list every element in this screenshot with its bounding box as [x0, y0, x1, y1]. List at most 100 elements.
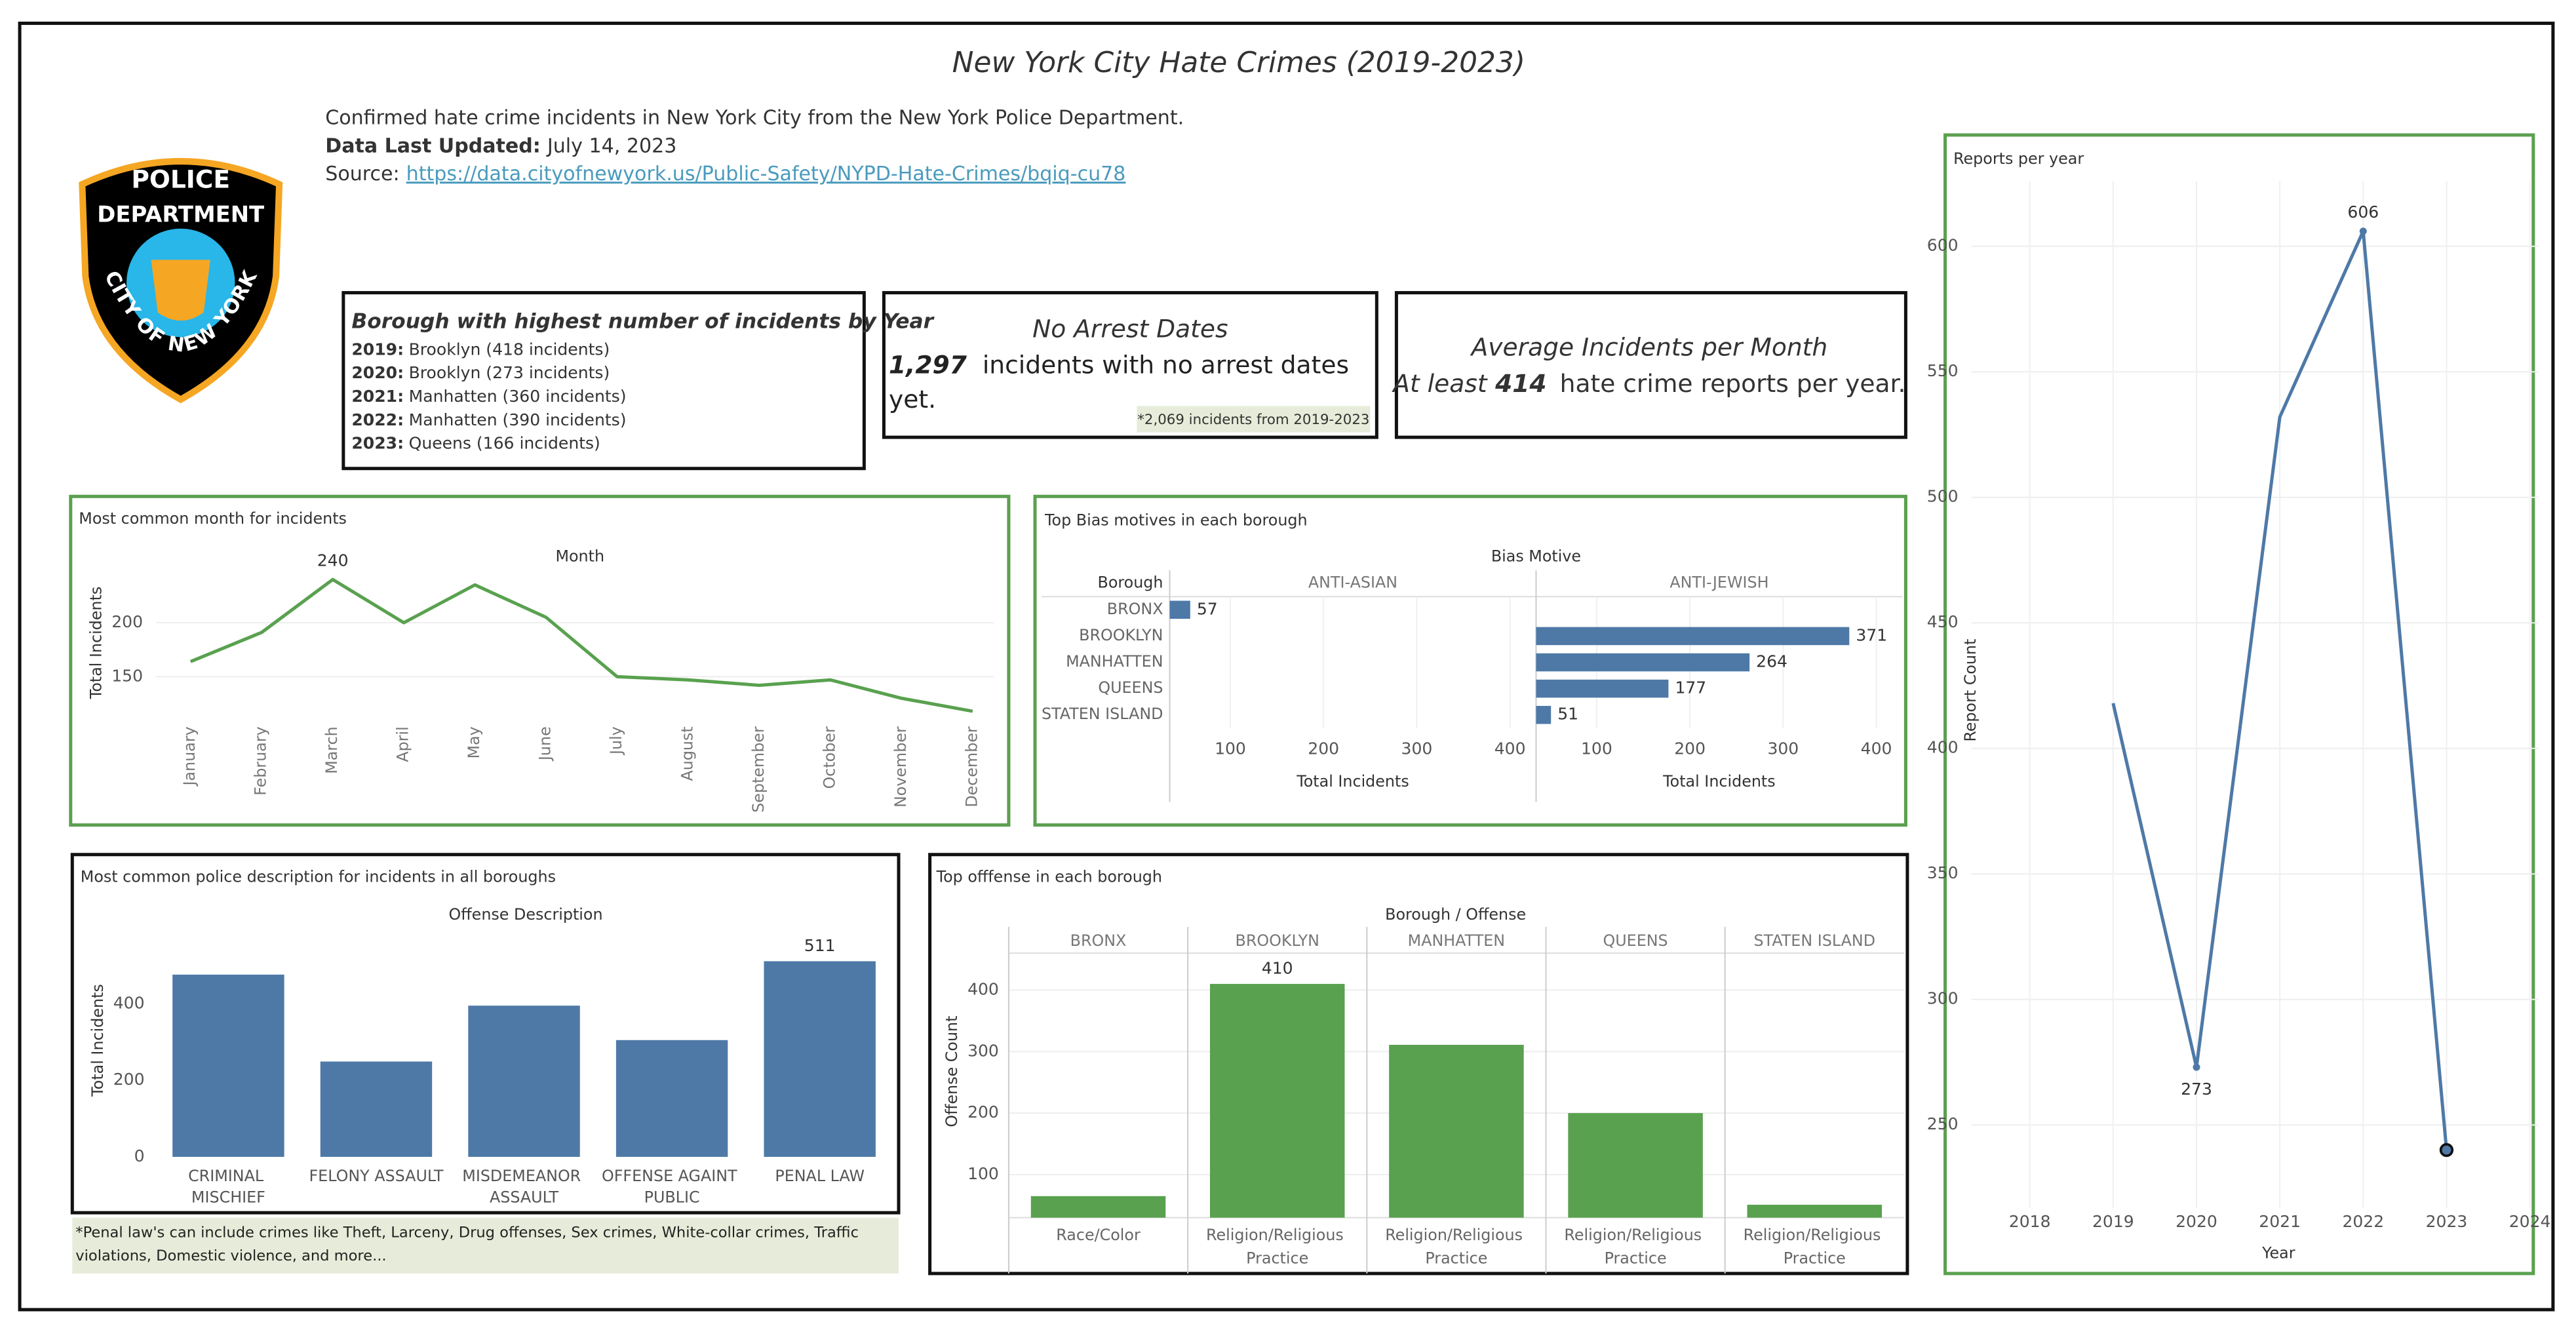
x-axis-label: Total Incidents: [1662, 772, 1776, 791]
borough-row-year: 2019:: [351, 340, 404, 359]
x-tick-label: September: [749, 726, 768, 813]
facet-label: MANHATTEN: [1408, 931, 1505, 950]
y-tick-label: 500: [1927, 487, 1959, 506]
borough-box-title: Borough with highest number of incidents…: [351, 310, 935, 334]
borough-row-year: 2020:: [351, 363, 404, 382]
description: Confirmed hate crime incidents in New Yo…: [325, 106, 1184, 129]
penal-note-box: *Penal law's can include crimes like The…: [75, 1226, 859, 1266]
row-header: Borough: [1098, 574, 1163, 592]
data-label: 57: [1197, 599, 1218, 618]
x-tick-label: CRIMINAL MISCHIEF: [188, 1166, 269, 1206]
offense-label: Religion/Religious Practice: [1564, 1226, 1706, 1267]
x-tick-label: May: [465, 726, 483, 758]
panel-frame: [70, 853, 901, 1215]
row-label: BROOKLYN: [1079, 626, 1163, 644]
kpi-note-bg: [1137, 406, 1371, 433]
penal-note: *Penal law's can include crimes like The…: [75, 1226, 859, 1266]
y-tick-label: 400: [113, 993, 145, 1012]
kpi-note: *2,069 incidents from 2019-2023: [1137, 412, 1369, 428]
x-tick-label: June: [536, 726, 555, 762]
bar: [468, 1006, 580, 1157]
kpi-description: hate crime reports per year.: [1560, 368, 1906, 397]
y-tick-label: 550: [1927, 361, 1959, 380]
x-tick-label: 400: [1861, 739, 1892, 758]
panel-frame: [1033, 494, 1907, 827]
bar: [1536, 627, 1850, 646]
offense-label: Religion/Religious Practice: [1744, 1226, 1886, 1267]
panel-frame: [1943, 133, 2535, 1276]
kpi-value: 414: [1494, 368, 1546, 397]
line-series: [189, 577, 973, 713]
borough-row: 2021: Manhatten (360 incidents): [351, 387, 626, 406]
bar: [320, 1061, 433, 1157]
borough-box: [342, 291, 866, 471]
y-axis-label: Offense Count: [943, 1016, 961, 1127]
kpi-box: [882, 291, 1378, 439]
y-tick-label: 100: [967, 1164, 999, 1183]
line-series: [2111, 229, 2448, 1150]
source-label: Source:: [325, 163, 399, 186]
facet-header: Borough / Offense: [1385, 905, 1526, 924]
borough-row: 2023: Queens (166 incidents): [351, 434, 600, 453]
y-axis-label: Total Incidents: [87, 587, 105, 700]
x-tick-label: MISDEMEANOR ASSAULT: [462, 1166, 585, 1206]
y-tick-label: 300: [967, 1041, 999, 1060]
borough-row: 2020: Brooklyn (273 incidents): [351, 363, 610, 382]
borough-row-year: 2022:: [351, 410, 404, 429]
penal-note-bg: [72, 1217, 899, 1274]
y-tick-label: 200: [113, 1070, 145, 1089]
data-point: [2359, 227, 2367, 235]
source-link[interactable]: https://data.cityofnewyork.us/Public-Saf…: [406, 163, 1126, 186]
y-tick-label: 600: [1927, 236, 1959, 255]
offense-label: Religion/Religious Practice: [1385, 1226, 1527, 1267]
dashboard-title: New York City Hate Crimes (2019-2023): [952, 46, 1525, 79]
y-axis-label: Report Count: [1961, 639, 1980, 742]
facet-label: QUEENS: [1603, 931, 1668, 950]
chart-title: Reports per year: [1953, 149, 2084, 168]
bar: [172, 974, 284, 1157]
borough-row-text: Manhatten (360 incidents): [409, 387, 627, 406]
chart-title: Top offfense in each borough: [936, 867, 1162, 886]
data-label: 240: [317, 551, 349, 570]
bar: [1389, 1044, 1524, 1218]
borough-row-year: 2021:: [351, 387, 404, 406]
x-tick-label: FELONY ASSAULT: [309, 1166, 443, 1184]
y-tick-label: 450: [1927, 612, 1959, 631]
panel-frame: [69, 494, 1011, 827]
kpi-description: incidents with no arrest dates yet.: [888, 350, 1350, 415]
updated-line: Data Last Updated: July 14, 2023: [325, 134, 676, 157]
y-tick-label: 400: [1927, 738, 1959, 757]
data-label: 264: [1756, 652, 1787, 671]
data-label: 606: [2347, 203, 2379, 222]
offense-label: Race/Color: [1056, 1226, 1141, 1244]
x-tick-label: 300: [1401, 739, 1433, 758]
kpi-prefix: At least: [1392, 368, 1488, 397]
facet-label: BRONX: [1070, 931, 1127, 950]
bar: [1568, 1113, 1703, 1218]
y-tick-label: 150: [111, 666, 143, 685]
facet-label: ANTI-JEWISH: [1669, 574, 1768, 592]
x-tick-label: 100: [1215, 739, 1246, 758]
bar: [1030, 1196, 1166, 1218]
x-tick-label: 2019: [2092, 1212, 2134, 1231]
facet-header: Bias Motive: [1491, 547, 1581, 566]
kpi-line: At least 414 hate crime reports per year.: [1392, 368, 1905, 397]
borough-row-text: Brooklyn (273 incidents): [409, 363, 610, 382]
borough-row-text: Manhatten (390 incidents): [409, 410, 627, 429]
y-tick-label: 200: [111, 612, 143, 631]
kpi-text: 1,297 incidents with no arrest dates yet…: [889, 349, 1372, 418]
borough-row: 2019: Brooklyn (418 incidents): [351, 340, 610, 359]
bar: [1536, 679, 1669, 698]
y-tick-label: 250: [1927, 1114, 1959, 1133]
kpi-title: Average Incidents per Month: [1470, 332, 1828, 361]
updated-value: July 14, 2023: [546, 134, 677, 157]
bar: [1169, 600, 1190, 619]
data-label: 51: [1557, 705, 1578, 724]
kpi-body: 1,297 incidents with no arrest dates yet…: [889, 349, 1372, 418]
y-tick-label: 0: [134, 1146, 145, 1165]
row-label: STATEN ISLAND: [1042, 705, 1163, 723]
x-tick-label: April: [394, 726, 412, 762]
data-label: 410: [1262, 958, 1293, 977]
chart-title: Most common police description for incid…: [81, 867, 556, 886]
y-tick-label: 200: [967, 1103, 999, 1122]
